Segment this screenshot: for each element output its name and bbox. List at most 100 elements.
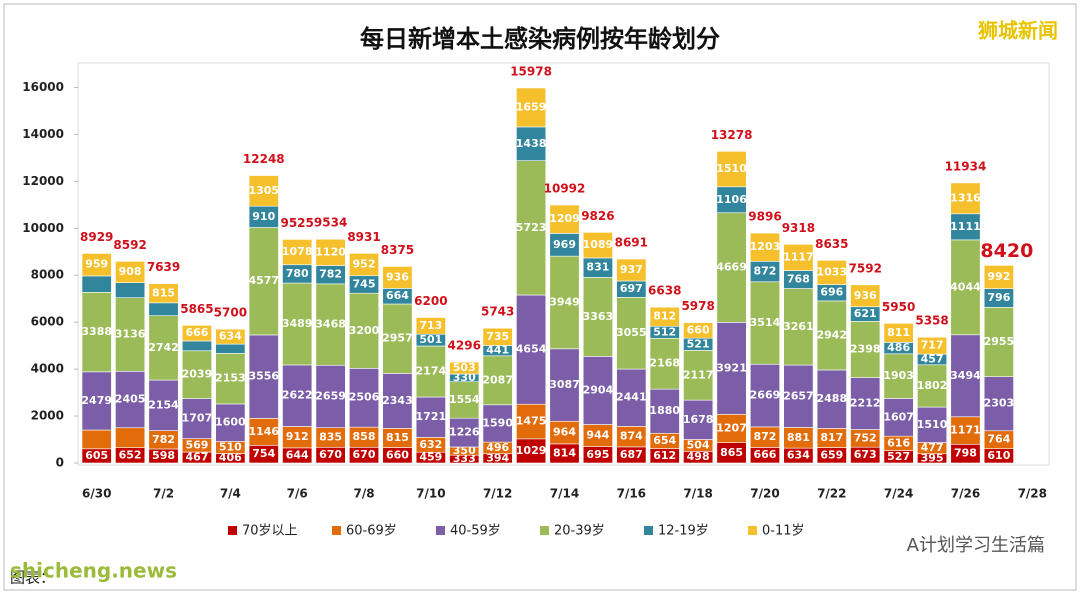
segment-label: 498 xyxy=(687,450,710,463)
bar-segment xyxy=(983,376,1014,432)
total-label: 8931 xyxy=(347,230,380,244)
bar-segment xyxy=(783,244,814,271)
bar-segment xyxy=(248,175,279,207)
segment-label: 3489 xyxy=(282,317,313,330)
total-label: 9896 xyxy=(748,210,781,224)
bar-segment xyxy=(983,307,1014,377)
segment-label: 812 xyxy=(653,310,676,323)
bar-segment xyxy=(215,403,246,442)
segment-label: 1678 xyxy=(683,413,714,426)
bar-segment xyxy=(315,364,346,428)
bar-segment xyxy=(415,345,446,398)
total-label: 9826 xyxy=(581,209,614,223)
segment-label: 3200 xyxy=(349,324,380,337)
total-label: 5978 xyxy=(681,299,714,313)
bar-segment xyxy=(315,283,346,366)
segment-label: 457 xyxy=(921,352,944,365)
y-tick-label: 8000 xyxy=(31,268,64,282)
segment-label: 811 xyxy=(887,326,910,339)
bar-segment xyxy=(215,328,246,345)
bar-segment xyxy=(415,317,446,335)
segment-label: 2942 xyxy=(816,328,847,341)
bar-segment xyxy=(716,322,747,415)
bar-segment xyxy=(81,371,112,431)
segment-label: 696 xyxy=(820,286,843,299)
x-tick-label: 7/8 xyxy=(353,487,374,501)
segment-label: 503 xyxy=(453,361,476,374)
segment-label: 1120 xyxy=(315,245,346,258)
segment-label: 673 xyxy=(854,448,877,461)
total-label: 15978 xyxy=(510,64,552,78)
segment-label: 512 xyxy=(653,325,676,338)
bar-segment xyxy=(816,260,847,285)
total-label: 7639 xyxy=(147,260,180,274)
segment-label: 477 xyxy=(921,441,944,454)
x-tick-label: 7/12 xyxy=(483,487,512,501)
total-label: 5950 xyxy=(882,300,915,314)
bar-segment xyxy=(917,336,948,355)
bar-segment xyxy=(616,297,647,370)
segment-label: 1510 xyxy=(917,418,948,431)
bar-segment xyxy=(282,364,313,427)
segment-label: 992 xyxy=(987,270,1010,283)
segment-label: 1438 xyxy=(516,137,547,150)
segment-label: 937 xyxy=(620,263,643,276)
bar-segment xyxy=(81,275,112,293)
total-label: 6638 xyxy=(648,284,681,298)
bar-segment xyxy=(81,429,112,450)
segment-label: 2622 xyxy=(282,389,313,402)
segment-label: 858 xyxy=(353,430,376,443)
legend-label: 0-11岁 xyxy=(762,524,805,539)
x-tick-label: 7/4 xyxy=(220,487,241,501)
segment-label: 3949 xyxy=(549,295,580,308)
segment-label: 621 xyxy=(854,307,877,320)
legend-label: 60-69岁 xyxy=(346,524,397,539)
x-tick-label: 6/30 xyxy=(82,487,111,501)
chart-title: 每日新增本土感染病例按年龄划分 xyxy=(360,25,720,53)
bar-segment xyxy=(783,288,814,366)
segment-label: 3363 xyxy=(583,310,614,323)
segment-label: 612 xyxy=(653,449,676,462)
bar-segment xyxy=(516,294,547,405)
bar-segment xyxy=(716,414,747,443)
bar-segment xyxy=(582,232,613,259)
segment-label: 660 xyxy=(386,448,409,461)
segment-label: 695 xyxy=(586,448,609,461)
legend-label: 12-19岁 xyxy=(658,524,709,539)
total-label: 8592 xyxy=(113,238,146,252)
segment-label: 717 xyxy=(921,339,944,352)
segment-label: 2955 xyxy=(984,335,1015,348)
bar-segment xyxy=(749,281,780,365)
total-label: 9318 xyxy=(782,221,815,235)
segment-label: 504 xyxy=(687,438,710,451)
segment-label: 713 xyxy=(419,319,442,332)
segment-label: 782 xyxy=(319,268,342,281)
segment-label: 4044 xyxy=(950,280,981,293)
x-tick-label: 7/26 xyxy=(951,487,980,501)
segment-label: 1721 xyxy=(416,410,447,423)
segment-label: 459 xyxy=(419,451,442,464)
segment-label: 2303 xyxy=(984,397,1015,410)
bar-segment xyxy=(148,283,179,304)
segment-label: 1106 xyxy=(716,193,747,206)
segment-label: 394 xyxy=(486,451,509,464)
legend-swatch xyxy=(332,526,341,535)
bar-segment xyxy=(983,265,1014,289)
y-tick-label: 12000 xyxy=(22,174,64,188)
y-tick-label: 0 xyxy=(56,456,64,470)
segment-label: 486 xyxy=(887,341,910,354)
legend-label: 70岁以上 xyxy=(242,524,298,539)
segment-label: 2957 xyxy=(382,332,413,345)
total-label: 5743 xyxy=(481,305,514,319)
bar-segment xyxy=(349,253,380,277)
total-label: 9525 xyxy=(280,216,313,230)
bar-segment xyxy=(148,379,179,431)
bar-segment xyxy=(917,406,948,443)
segment-label: 670 xyxy=(319,448,342,461)
segment-label: 3494 xyxy=(950,369,981,382)
bar-segment xyxy=(81,292,112,373)
segment-label: 814 xyxy=(553,446,576,459)
segment-label: 2153 xyxy=(215,372,246,385)
legend-swatch xyxy=(540,526,549,535)
bar-segment xyxy=(549,348,580,422)
